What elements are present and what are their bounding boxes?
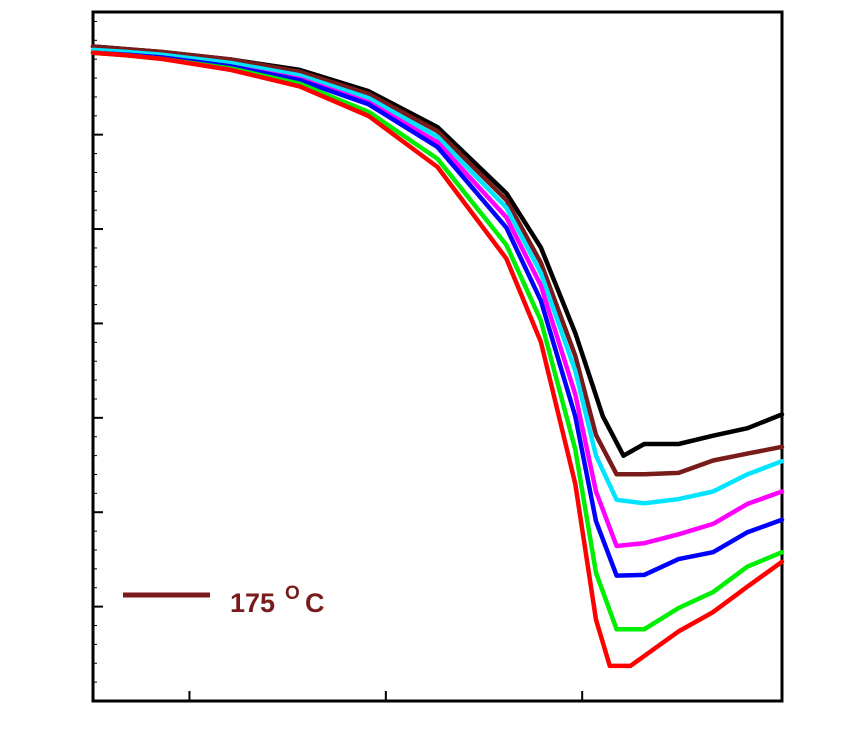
series-line-1: [90, 44, 785, 477]
series-group: [90, 44, 785, 669]
axis-ticks: [93, 20, 584, 702]
legend-label-superscript: O: [285, 583, 300, 604]
series-line-0: [90, 44, 785, 458]
legend-label-value: 175: [230, 588, 275, 618]
series-line-2: [90, 47, 785, 506]
legend: 175 O C: [123, 583, 325, 618]
plot-frame: [91, 10, 784, 703]
series-line-6: [90, 50, 785, 669]
legend-label-unit: C: [305, 588, 325, 618]
